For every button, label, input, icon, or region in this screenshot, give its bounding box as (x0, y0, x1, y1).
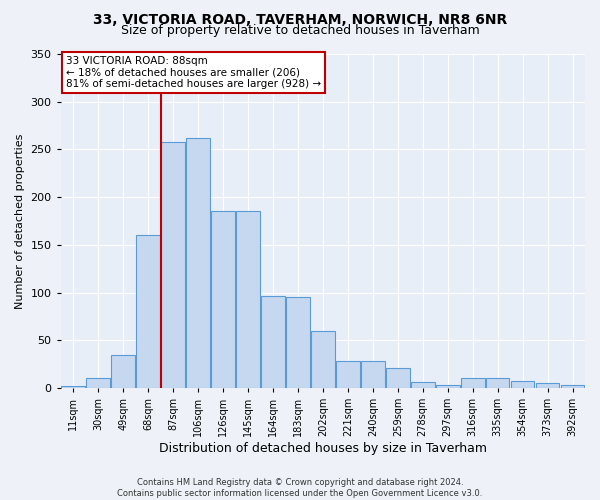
Bar (111, 354, 135, 388)
Text: Contains HM Land Registry data © Crown copyright and database right 2024.
Contai: Contains HM Land Registry data © Crown c… (118, 478, 482, 498)
Bar (336, 362, 359, 388)
Bar (286, 298, 310, 388)
X-axis label: Distribution of detached houses by size in Taverham: Distribution of detached houses by size … (159, 442, 487, 455)
Bar (211, 212, 235, 388)
Bar (486, 378, 509, 388)
Bar (436, 385, 460, 388)
Bar (411, 382, 434, 388)
Bar (461, 378, 485, 388)
Text: 33, VICTORIA ROAD, TAVERHAM, NORWICH, NR8 6NR: 33, VICTORIA ROAD, TAVERHAM, NORWICH, NR… (93, 12, 507, 26)
Bar (361, 362, 385, 388)
Bar (511, 382, 535, 388)
Bar (236, 212, 260, 388)
Bar (86, 378, 110, 388)
Bar (261, 296, 285, 388)
Bar (386, 368, 410, 388)
Bar (311, 331, 335, 388)
Bar (136, 236, 160, 388)
Bar (536, 384, 559, 388)
Text: Size of property relative to detached houses in Taverham: Size of property relative to detached ho… (121, 24, 479, 37)
Bar (61, 386, 85, 388)
Text: 33 VICTORIA ROAD: 88sqm
← 18% of detached houses are smaller (206)
81% of semi-d: 33 VICTORIA ROAD: 88sqm ← 18% of detache… (66, 56, 321, 89)
Y-axis label: Number of detached properties: Number of detached properties (15, 134, 25, 308)
Bar (161, 142, 185, 388)
Bar (560, 385, 584, 388)
Bar (186, 138, 210, 388)
